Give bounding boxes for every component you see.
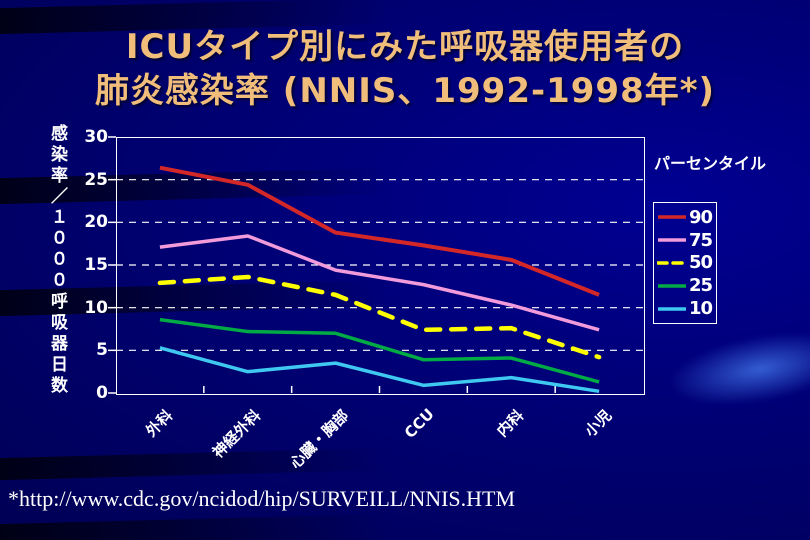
legend-label: 90 xyxy=(689,206,713,228)
y-axis-label: 感染率／１０００呼吸器日数 xyxy=(47,124,67,397)
y-tick-label-0: 0 xyxy=(96,383,108,403)
legend-label: 50 xyxy=(689,252,713,274)
y-tick-label-10: 10 xyxy=(84,297,108,318)
legend-label: 25 xyxy=(689,275,713,297)
series-line-p10 xyxy=(159,346,600,394)
slide-title-line2: 肺炎感染率 (NNIS、1992-1998年*) xyxy=(94,71,716,111)
y-tick-label-15: 15 xyxy=(84,255,108,275)
y-tick-label-30: 30 xyxy=(84,127,108,147)
legend-item-p75: 75 xyxy=(657,230,713,251)
legend-item-p50: 50 xyxy=(657,252,713,273)
legend-swatch-icon xyxy=(658,306,686,311)
chart-legend: 90 75 50 25 10 xyxy=(653,202,717,324)
series-line-p75 xyxy=(159,234,600,332)
legend-item-p90: 90 xyxy=(657,207,713,228)
y-tick-label-20: 20 xyxy=(84,212,108,233)
source-url: *http://www.cdc.gov/ncidod/hip/SURVEILL/… xyxy=(8,486,516,511)
background-streak xyxy=(0,445,477,481)
slide-title-line1: ICUタイプ別にみた呼吸器使用者の xyxy=(125,27,685,67)
x-category-label-6: 小児 xyxy=(581,406,616,441)
legend-label: 10 xyxy=(689,298,713,320)
legend-swatch-icon xyxy=(658,238,686,242)
background-swoosh xyxy=(650,314,810,424)
y-tick-label-5: 5 xyxy=(96,340,108,361)
legend-title: パーセンタイル xyxy=(654,154,767,173)
legend-label: 75 xyxy=(689,229,713,251)
legend-item-p25: 25 xyxy=(657,275,713,296)
legend-swatch-icon xyxy=(658,215,686,220)
legend-swatch-icon xyxy=(658,284,686,288)
plot-area-border xyxy=(116,137,645,395)
background-streak xyxy=(0,511,477,540)
line-chart xyxy=(108,136,643,394)
series-line-p50 xyxy=(157,274,602,360)
series-line-p90 xyxy=(159,165,600,297)
y-tick-label-25: 25 xyxy=(84,169,108,190)
series-line-p25 xyxy=(159,317,600,384)
legend-swatch-icon xyxy=(657,261,687,265)
legend-item-p10: 10 xyxy=(657,298,713,319)
